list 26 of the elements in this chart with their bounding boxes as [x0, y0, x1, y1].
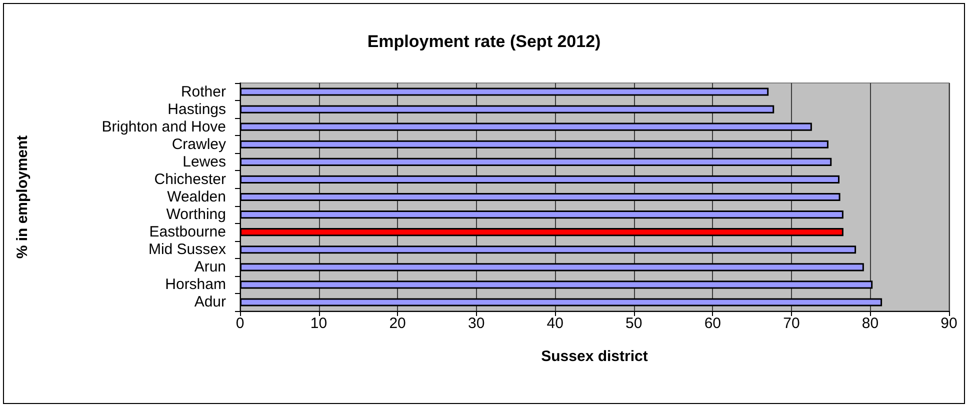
- x-tick-label: 80: [862, 315, 879, 332]
- y-tick-label: Worthing: [166, 206, 226, 224]
- y-tick-label: Hastings: [168, 100, 226, 118]
- x-tick-label: 30: [468, 315, 485, 332]
- y-tick-label: Adur: [194, 294, 226, 311]
- y-tick-label: Arun: [194, 258, 226, 276]
- y-tick-label: Mid Sussex: [148, 241, 226, 258]
- x-tick-label: 10: [310, 315, 328, 332]
- x-tick-label: 50: [626, 315, 642, 332]
- y-tick-label: Crawley: [172, 136, 226, 153]
- x-tick-label: 20: [389, 315, 406, 332]
- x-axis-title: Sussex district: [541, 348, 648, 365]
- y-axis-title: % in employment: [14, 135, 31, 259]
- x-tick-label: 60: [704, 315, 722, 332]
- y-tick-label: Eastbourne: [149, 224, 226, 241]
- x-tick-label: 0: [236, 315, 244, 332]
- y-tick-label: Lewes: [182, 153, 226, 170]
- y-tick-label: Wealden: [167, 188, 226, 206]
- x-tick-label: 90: [940, 315, 958, 332]
- y-tick-label: Brighton and Hove: [102, 118, 226, 136]
- x-tick-label: 40: [546, 315, 564, 332]
- x-tick-label: 70: [783, 315, 800, 332]
- y-tick-label: Rother: [180, 83, 226, 100]
- y-tick-label: Chichester: [154, 170, 226, 188]
- y-tick-label: Horsham: [165, 276, 226, 294]
- chart-title: Employment rate (Sept 2012): [367, 32, 601, 51]
